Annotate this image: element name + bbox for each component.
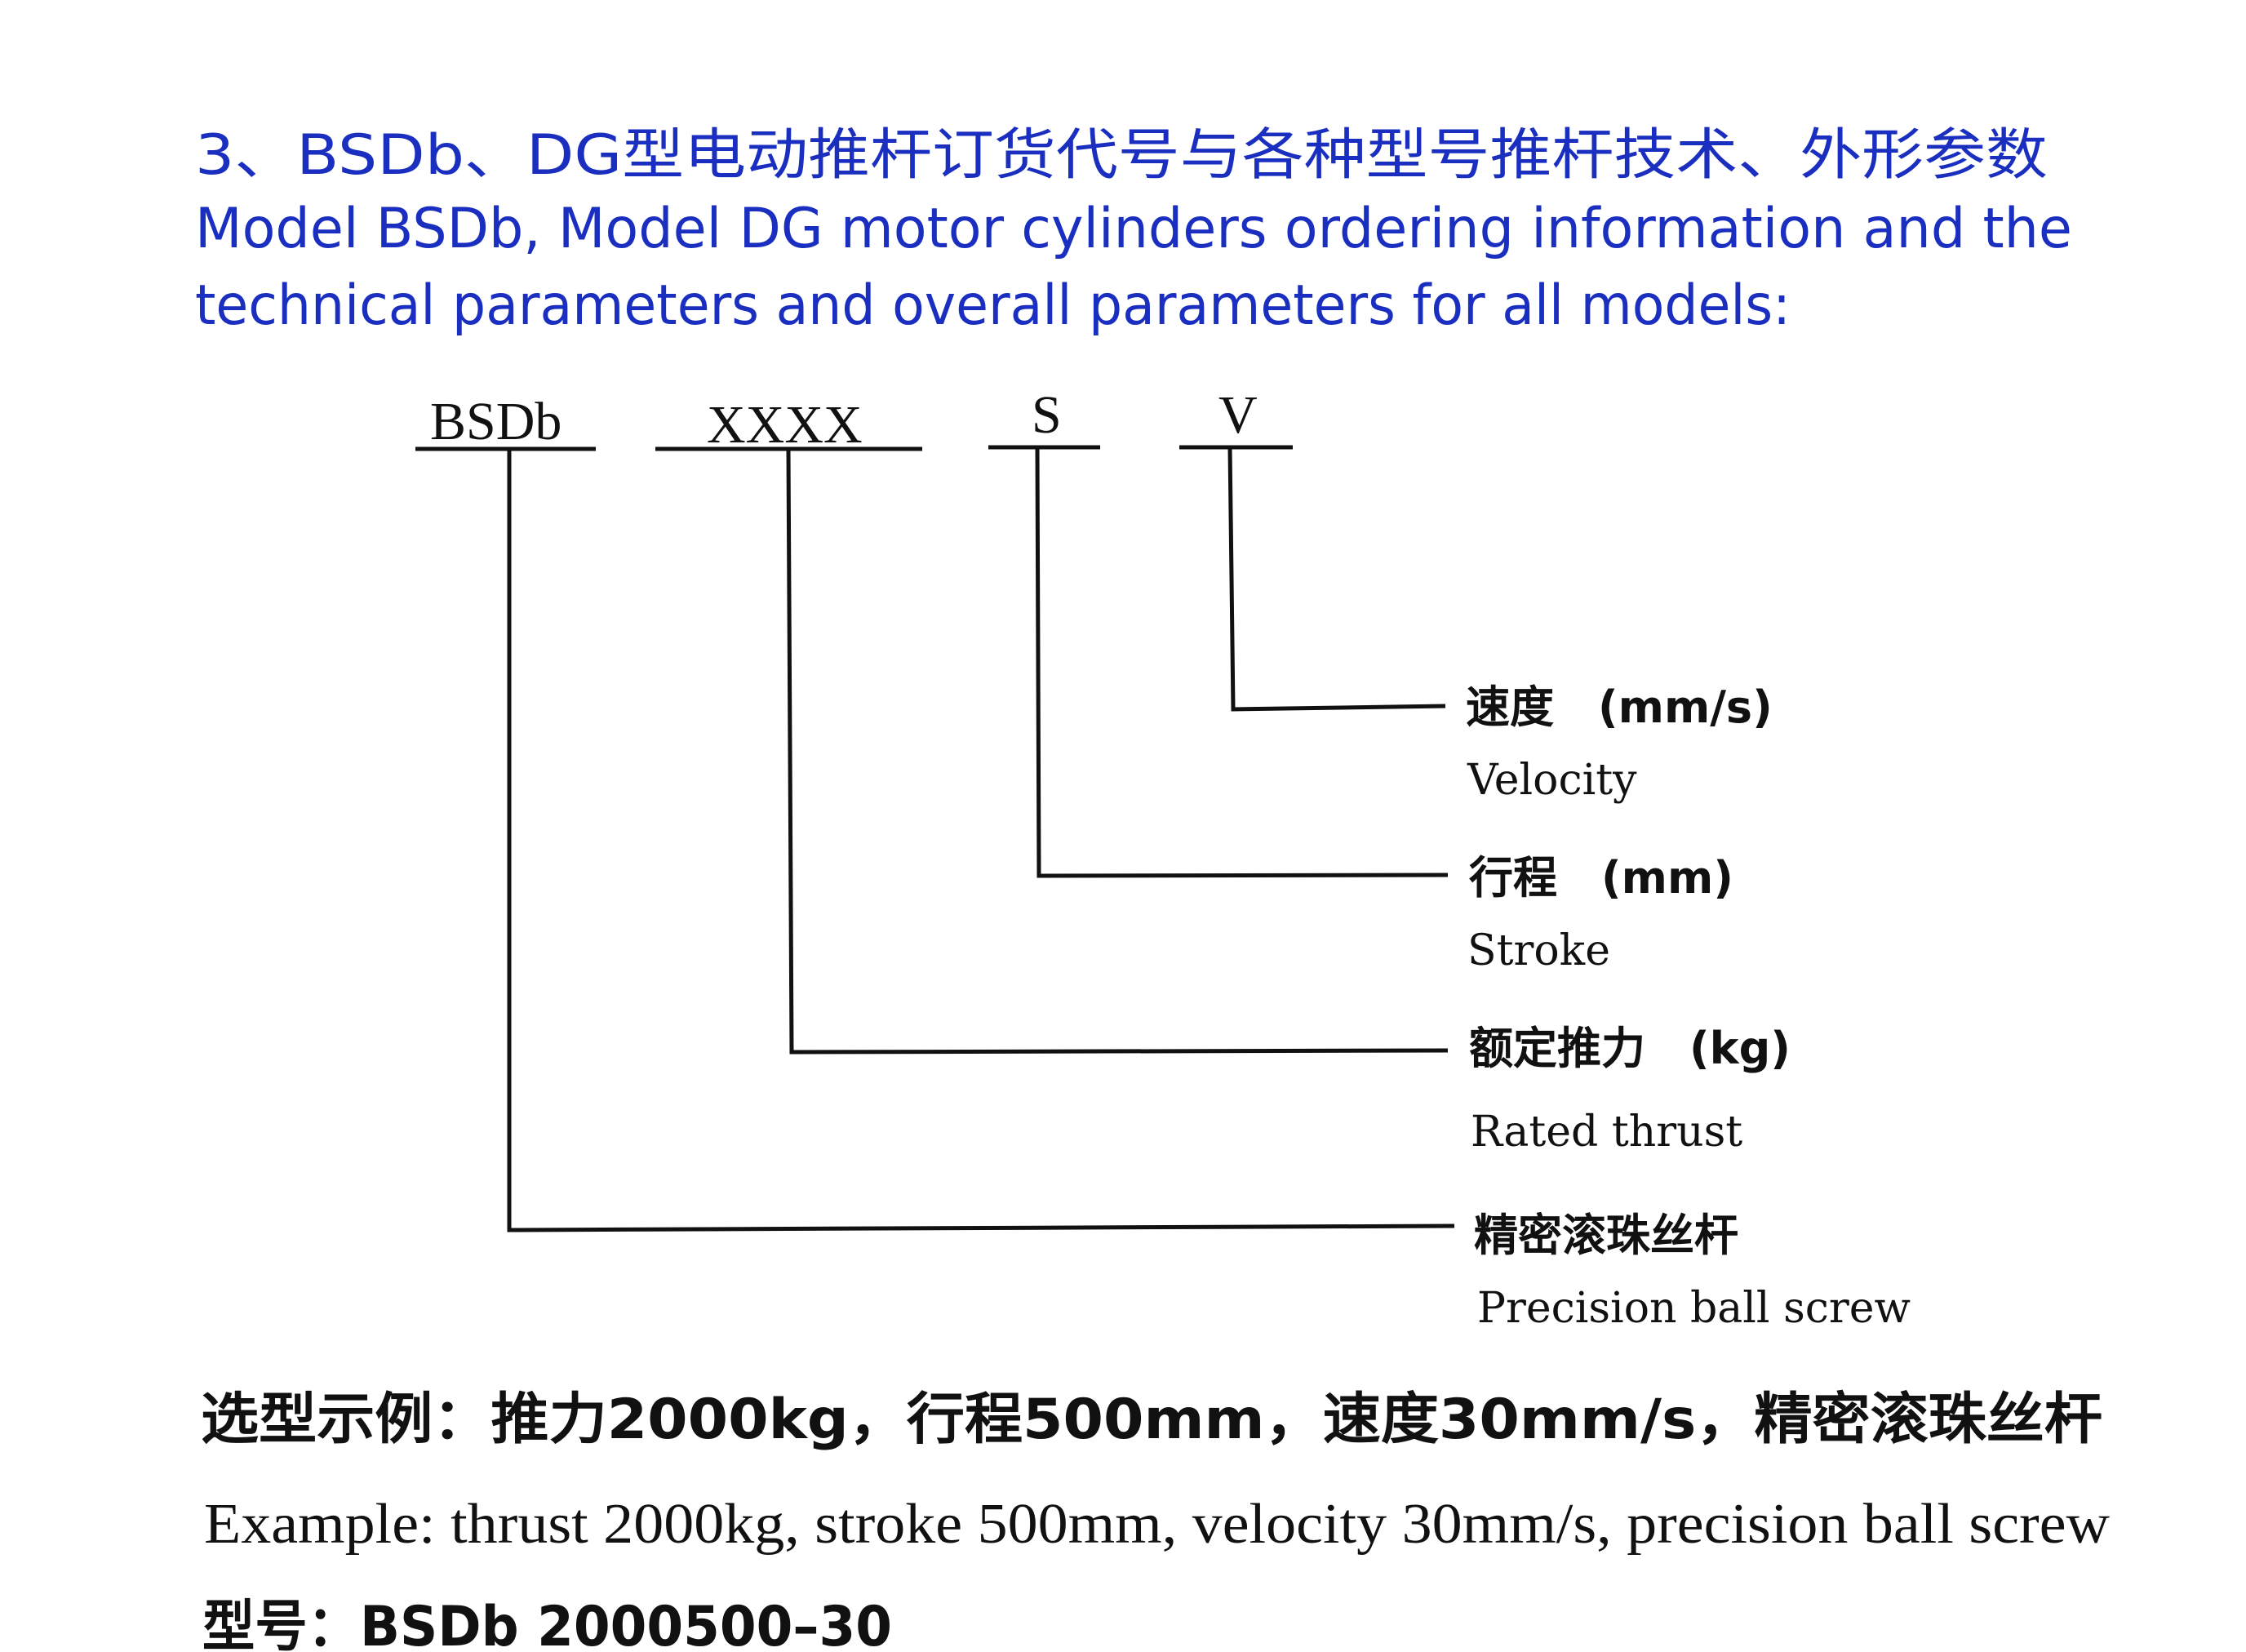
code-part-stroke: S: [1032, 385, 1062, 445]
connector-stroke: [1035, 446, 1449, 878]
code-part-velocity: V: [1218, 385, 1258, 445]
connector-thrust: [786, 448, 1449, 1055]
label-stroke-en: Stroke: [1467, 926, 1610, 975]
label-thrust-en: Rated thrust: [1471, 1108, 1742, 1157]
example-model-code: 型号：BSDb 2000500–30: [202, 1595, 892, 1652]
example-zh: 选型示例：推力2000kg，行程500mm，速度30mm/s，精密滚珠丝杆: [201, 1388, 2102, 1452]
label-thrust-zh: 额定推力 (kg): [1469, 1023, 1791, 1074]
code-part-thrust: XXXX: [707, 395, 863, 455]
connector-lines: [507, 446, 1455, 1232]
label-stroke-zh: 行程 (mm): [1469, 852, 1733, 904]
heading-line-3: technical parameters and overall paramet…: [195, 273, 1791, 338]
underlines: [415, 445, 1293, 451]
label-velocity-en: Velocity: [1467, 756, 1637, 805]
label-velocity-zh: 速度 (mm/s): [1466, 682, 1773, 733]
label-screw-zh: 精密滚珠丝杆: [1474, 1210, 1738, 1261]
connector-velocity: [1227, 446, 1446, 712]
heading-line-1: 3、BSDb、DG型电动推杆订货代号与各种型号推杆技术、外形参数: [195, 123, 2048, 188]
code-part-series: BSDb: [430, 392, 562, 451]
heading-line-2: Model BSDb, Model DG motor cylinders ord…: [195, 197, 2072, 261]
example-en: Example: thrust 2000kg, stroke 500mm, ve…: [204, 1493, 2110, 1556]
connector-series: [507, 449, 1455, 1232]
label-screw-en: Precision ball screw: [1477, 1284, 1911, 1333]
